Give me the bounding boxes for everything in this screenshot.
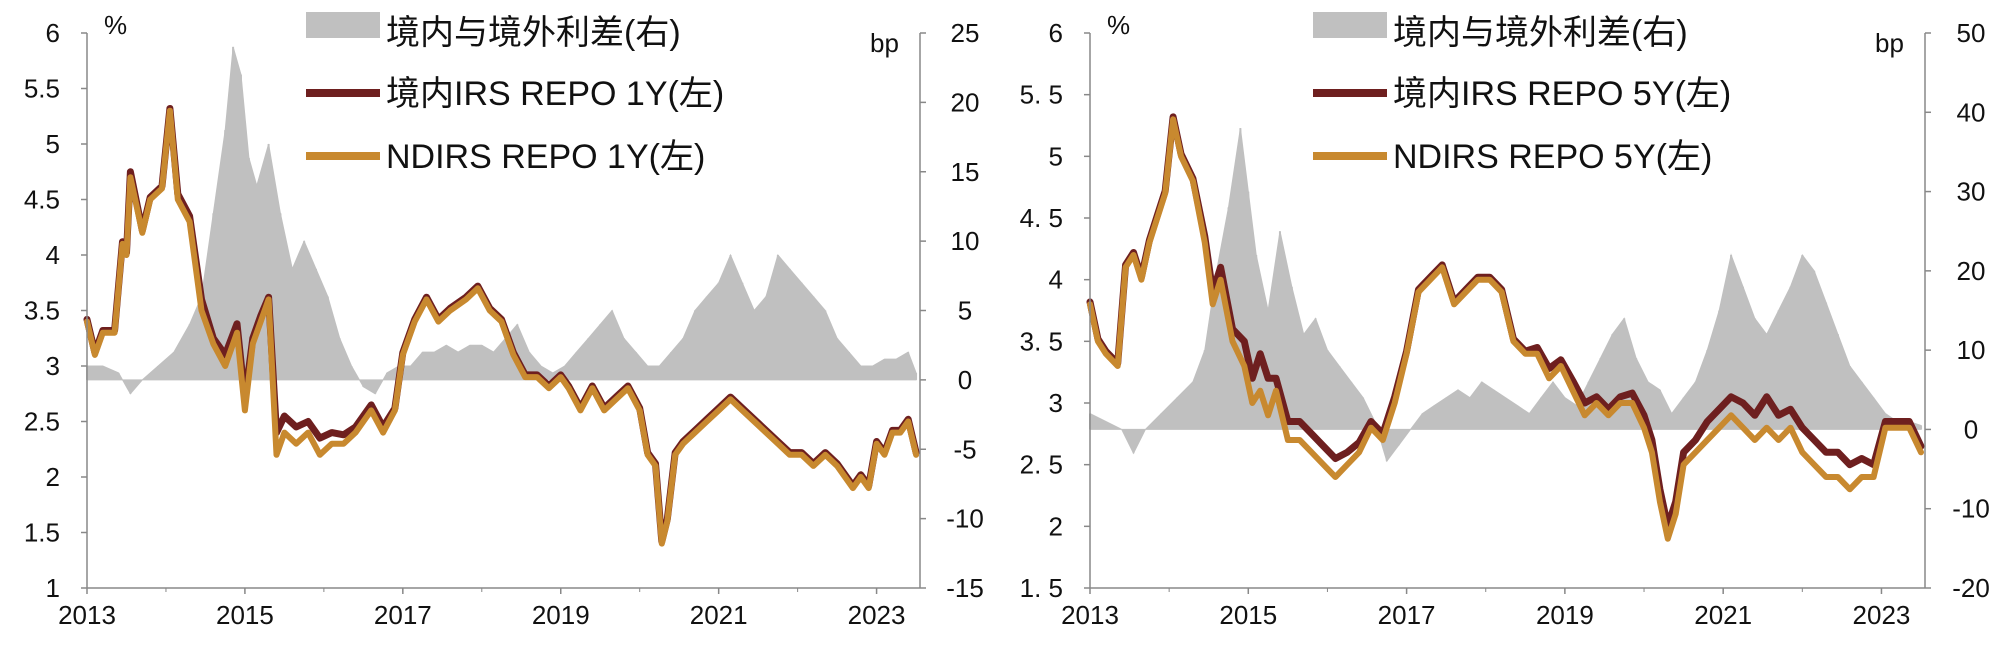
right-tick-label: -5 (953, 434, 976, 464)
legend-label-ndirs: NDIRS REPO 5Y(左) (1393, 138, 1712, 176)
x-tick-label: 2013 (1061, 600, 1119, 630)
left-tick-label: 4. 5 (1020, 203, 1063, 233)
x-tick-label: 2023 (1853, 600, 1911, 630)
right-tick-label: -10 (1952, 494, 1990, 524)
left-tick-label: 1 (46, 573, 60, 603)
right-tick-label: -20 (1952, 573, 1990, 603)
x-tick-label: 2017 (374, 600, 432, 630)
right-tick-label: -10 (946, 504, 984, 534)
left-unit-label: % (1107, 10, 1130, 40)
right-tick-label: 0 (958, 365, 972, 395)
right-tick-label: 50 (1957, 18, 1986, 48)
right-tick-label: 40 (1957, 97, 1986, 127)
chart-svg-1y: 1 1.5 2 2.5 3 3.5 4 4.5 5 5.5 6 -15 -10 -5 0 5 10 15 20 25 2… (24, 10, 984, 630)
right-tick-label: 5 (958, 296, 972, 326)
x-tick-label: 2021 (1694, 600, 1752, 630)
left-tick-label: 3 (46, 351, 60, 381)
x-tick-label: 2015 (216, 600, 274, 630)
left-tick-label: 2. 5 (1020, 450, 1063, 480)
right-unit-label: bp (1875, 28, 1904, 58)
right-tick-label: 15 (951, 157, 980, 187)
x-tick-label: 2015 (1219, 600, 1277, 630)
x-tick-label: 2021 (690, 600, 748, 630)
left-tick-label: 5 (1049, 141, 1063, 171)
left-tick-label: 4.5 (24, 185, 60, 215)
left-tick-label: 2 (1049, 511, 1063, 541)
left-tick-label: 1. 5 (1020, 573, 1063, 603)
left-tick-label: 4 (1049, 265, 1063, 295)
left-unit-label: % (104, 10, 127, 40)
x-tick-label: 2019 (1536, 600, 1594, 630)
left-tick-label: 3 (1049, 388, 1063, 418)
legend-label-domestic: 境内IRS REPO 5Y(左) (1393, 75, 1731, 113)
x-tick-label: 2013 (58, 600, 116, 630)
chart-right-5y: 1. 5 2 2. 5 3 3. 5 4 4. 5 5 5. 5 6 -20 -10 0 10 20 30 40… (1003, 0, 2006, 652)
left-tick-label: 5.5 (24, 74, 60, 104)
legend-label-spread: 境内与境外利差(右) (386, 14, 681, 52)
chart-svg-5y: 1. 5 2 2. 5 3 3. 5 4 4. 5 5 5. 5 6 -20 -10 0 10 20 30 40… (1020, 10, 1990, 630)
ndirs-line (1087, 116, 1924, 542)
spread-area-series (86, 46, 917, 395)
x-tick-label: 2023 (848, 600, 906, 630)
right-tick-label: 30 (1957, 177, 1986, 207)
right-tick-label: 10 (1957, 335, 1986, 365)
left-tick-label: 6 (1049, 18, 1063, 48)
x-tick-label: 2019 (532, 600, 590, 630)
left-tick-label: 4 (46, 240, 60, 270)
left-tick-label: 3.5 (24, 296, 60, 326)
ndirs-line (84, 107, 920, 547)
legend-swatch-spread (306, 12, 380, 38)
right-tick-label: 20 (1957, 256, 1986, 286)
left-tick-label: 6 (46, 18, 60, 48)
x-tick-label: 2017 (1378, 600, 1436, 630)
left-tick-label: 5. 5 (1020, 80, 1063, 110)
right-unit-label: bp (870, 28, 899, 58)
legend-swatch-spread (1313, 12, 1387, 38)
left-tick-label: 2 (46, 462, 60, 492)
legend-label-domestic: 境内IRS REPO 1Y(左) (386, 75, 724, 113)
right-tick-label: 25 (951, 18, 980, 48)
chart-left-1y: 1 1.5 2 2.5 3 3.5 4 4.5 5 5.5 6 -15 -10 -5 0 5 10 15 20 25 2… (24, 10, 984, 630)
right-tick-label: -15 (946, 573, 984, 603)
left-tick-label: 2.5 (24, 407, 60, 437)
left-tick-label: 3. 5 (1020, 326, 1063, 356)
right-tick-label: 20 (951, 87, 980, 117)
left-tick-label: 1.5 (24, 518, 60, 548)
right-tick-label: 0 (1964, 414, 1978, 444)
legend-label-ndirs: NDIRS REPO 1Y(左) (386, 138, 705, 176)
right-tick-label: 10 (951, 226, 980, 256)
legend-label-spread: 境内与境外利差(右) (1393, 14, 1688, 52)
left-tick-label: 5 (46, 129, 60, 159)
